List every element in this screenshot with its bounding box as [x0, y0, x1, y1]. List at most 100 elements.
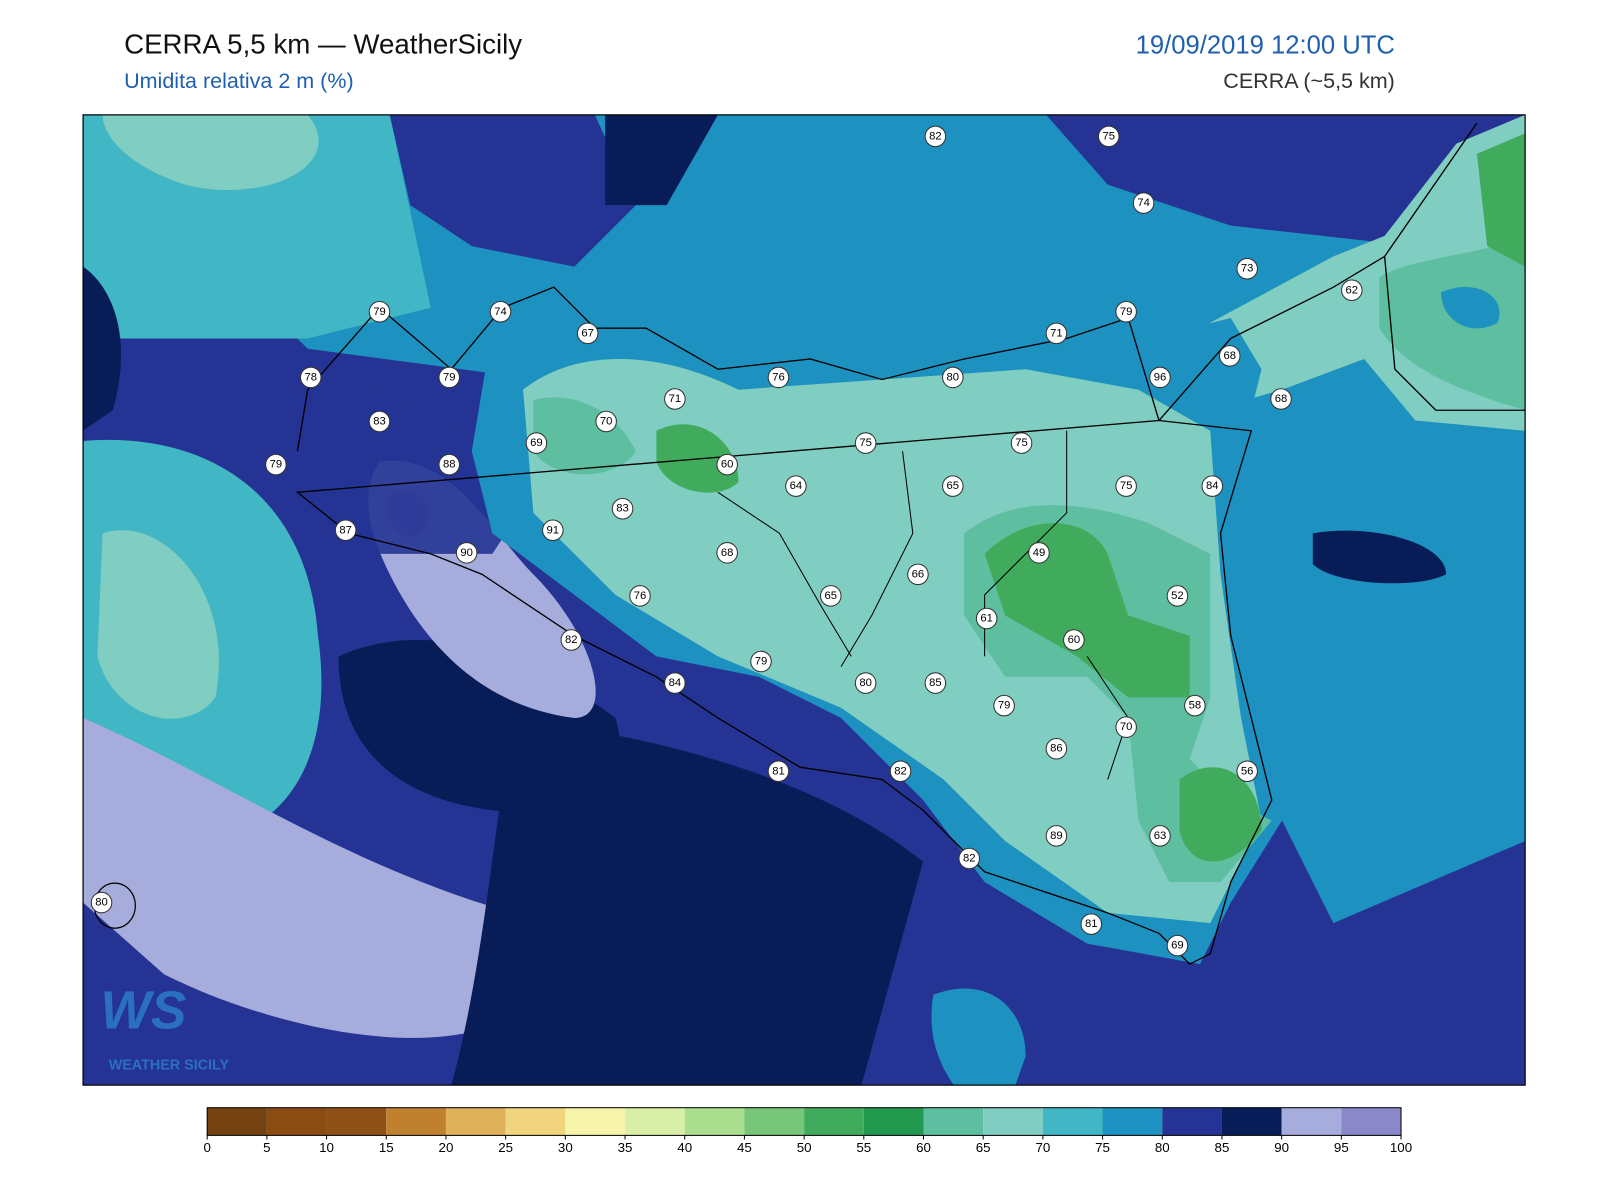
station-marker	[664, 388, 686, 410]
station-marker	[90, 891, 113, 914]
station-value: 49	[1033, 547, 1046, 559]
station-marker	[942, 475, 964, 497]
station-marker	[1149, 825, 1171, 847]
station-value: 66	[912, 568, 925, 580]
station-marker	[629, 585, 651, 607]
station-marker	[489, 301, 512, 323]
station-value: 82	[565, 634, 578, 646]
station-marker	[924, 125, 947, 148]
colorbar-tick-label: 40	[677, 1140, 692, 1155]
colorbar-segment	[744, 1107, 805, 1136]
station-value: 80	[947, 371, 960, 383]
map-frame	[82, 114, 1526, 1086]
station-marker	[455, 542, 478, 564]
station-marker	[1045, 825, 1068, 847]
station-value: 76	[772, 371, 785, 383]
station-value: 87	[339, 524, 352, 536]
colorbar-segment	[505, 1107, 566, 1136]
colorbar-tick-label: 30	[558, 1140, 573, 1155]
colorbar-segment	[923, 1107, 984, 1136]
colorbar-tick-label: 90	[1274, 1140, 1289, 1155]
colorbar-tick-label: 75	[1095, 1140, 1110, 1155]
station-value: 62	[1346, 284, 1359, 296]
station-value: 68	[721, 547, 734, 559]
station-marker	[542, 519, 564, 542]
colorbar-segment	[1042, 1107, 1103, 1136]
station-value: 71	[1050, 327, 1063, 339]
colorbar-segment	[1221, 1107, 1282, 1136]
colorbar-segment	[1341, 1107, 1402, 1136]
colorbar-tick-label: 50	[797, 1140, 812, 1155]
colorbar-tick-label: 100	[1390, 1140, 1412, 1155]
station-value: 76	[634, 590, 647, 602]
colorbar-segment	[386, 1107, 446, 1136]
colorbar-segment	[1102, 1107, 1163, 1136]
station-value: 68	[1275, 393, 1288, 405]
station-marker	[993, 694, 1015, 717]
station-value: 81	[772, 765, 785, 777]
station-value: 61	[980, 612, 993, 624]
station-marker	[368, 410, 391, 433]
station-value: 65	[825, 590, 838, 602]
station-value: 52	[1171, 590, 1184, 602]
station-value: 58	[1189, 700, 1202, 712]
station-value: 86	[1050, 743, 1063, 755]
station-value: 75	[1120, 480, 1133, 492]
station-value: 90	[460, 547, 473, 559]
colorbar-segment	[326, 1107, 387, 1136]
colorbar-segment	[266, 1107, 327, 1136]
colorbar-segment	[804, 1107, 864, 1136]
station-marker	[1045, 322, 1068, 345]
station-marker	[958, 847, 980, 870]
station-value: 80	[95, 897, 108, 909]
colorbar-tick-label: 55	[856, 1140, 871, 1155]
station-marker	[1028, 542, 1050, 564]
station-value: 80	[859, 677, 872, 689]
colorbar: 0 5 10 15 20 25 30 35 40 45 50 55 60 65 70 75 80 85 90 95 10…	[203, 1107, 1412, 1155]
station-marker	[716, 453, 738, 476]
station-value: 70	[1120, 721, 1133, 733]
station-value: 74	[1137, 197, 1150, 209]
station-marker	[820, 585, 842, 607]
colorbar-tick-label: 0	[203, 1140, 210, 1155]
station-marker	[1115, 301, 1137, 323]
station-marker	[595, 410, 617, 433]
station-marker	[334, 519, 357, 542]
station-marker	[1218, 345, 1241, 367]
station-value: 74	[494, 306, 507, 318]
colorbar-tick-label: 60	[916, 1140, 931, 1155]
colorbar-tick-label: 20	[439, 1140, 454, 1155]
station-marker	[942, 366, 964, 389]
colorbar-tick-label: 35	[618, 1140, 633, 1155]
station-value: 75	[1102, 130, 1115, 142]
logo-name: WEATHER SICILY	[109, 1058, 230, 1074]
station-marker	[560, 629, 583, 651]
colorbar-tick-label: 5	[263, 1140, 270, 1155]
colorbar-segment	[1162, 1107, 1222, 1136]
station-marker	[854, 432, 877, 454]
station-value: 79	[373, 306, 386, 318]
logo-mark: WS	[101, 982, 187, 1041]
station-marker	[907, 563, 929, 586]
station-marker	[767, 366, 790, 389]
station-marker	[1184, 694, 1206, 717]
station-marker	[785, 475, 807, 497]
station-marker	[1166, 934, 1189, 957]
station-value: 60	[1068, 634, 1081, 646]
station-marker	[1045, 737, 1068, 760]
station-value: 75	[1015, 437, 1028, 449]
station-marker	[1063, 629, 1085, 651]
station-value: 96	[1154, 371, 1167, 383]
station-value: 91	[547, 524, 560, 536]
colorbar-segment	[983, 1107, 1043, 1136]
station-value: 69	[1171, 940, 1184, 952]
station-value: 73	[1241, 263, 1254, 275]
station-value: 70	[600, 416, 613, 428]
station-value: 82	[894, 765, 907, 777]
colorbar-segment	[445, 1107, 506, 1136]
station-marker	[299, 366, 322, 389]
colorbar-segment	[1281, 1107, 1342, 1136]
datetime: 19/09/2019 12:00 UTC	[1136, 31, 1395, 59]
station-marker	[1236, 257, 1258, 280]
colorbar-segment	[207, 1107, 267, 1136]
